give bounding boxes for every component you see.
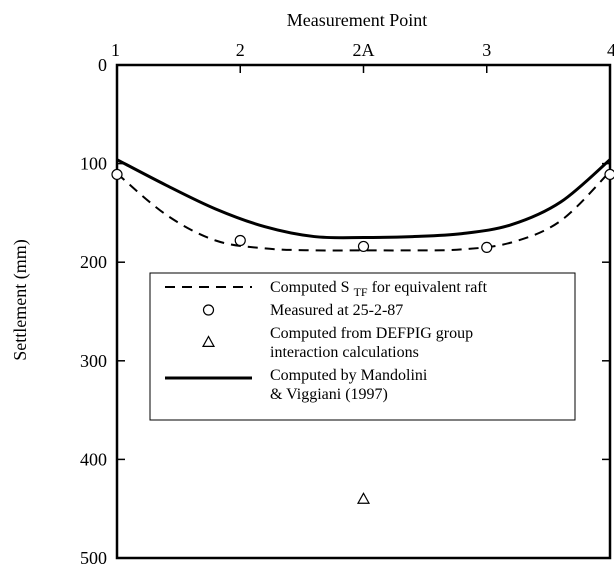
legend-triangle-symbol — [201, 335, 216, 347]
x-tick-label: 2 — [236, 40, 245, 60]
x-tick-label: 2A — [353, 40, 375, 60]
legend-label: Computed from DEFPIG group — [270, 325, 473, 342]
legend-entry: Measured at 25-2-87 — [202, 302, 403, 319]
y-axis-title: Settlement (mm) — [10, 239, 31, 360]
legend-label: interaction calculations — [270, 344, 419, 361]
legend-entry: Computed from DEFPIG group interaction ca… — [201, 325, 473, 361]
y-tick-label: 300 — [80, 351, 107, 371]
measured-point — [481, 241, 493, 254]
x-axis-title: Measurement Point — [287, 10, 427, 30]
legend-label: Measured at 25-2-87 — [270, 302, 403, 319]
legend-label: & Viggiani (1997) — [270, 386, 388, 403]
measured-point — [234, 234, 246, 247]
y-tick-label: 400 — [80, 449, 107, 469]
y-tick-label: 500 — [80, 548, 107, 567]
y-tick-label: 200 — [80, 252, 107, 272]
measured-point — [357, 240, 370, 253]
y-tick-label: 100 — [80, 154, 107, 174]
legend: Computed S TF for equivalent raft Measured… — [149, 272, 576, 421]
x-tick-label: 3 — [482, 40, 491, 60]
legend-label: Computed S TF for equivalent raft — [270, 279, 488, 299]
y-tick-label: 0 — [98, 55, 107, 75]
legend-entry: Computed S TF for equivalent raft — [165, 279, 488, 299]
defpig-point — [356, 492, 371, 504]
measured-point — [111, 168, 123, 181]
legend-label: Computed by Mandolini — [270, 367, 428, 384]
measured-point — [604, 168, 614, 181]
legend-entry: Computed by Mandolini & Viggiani (1997) — [165, 367, 428, 403]
x-tick-label: 1 — [111, 40, 120, 60]
legend-circle-symbol — [202, 304, 215, 316]
legend-box — [149, 272, 576, 421]
x-tick-label: 4 — [607, 40, 614, 60]
series-line-mandolini-viggiani — [116, 158, 611, 240]
